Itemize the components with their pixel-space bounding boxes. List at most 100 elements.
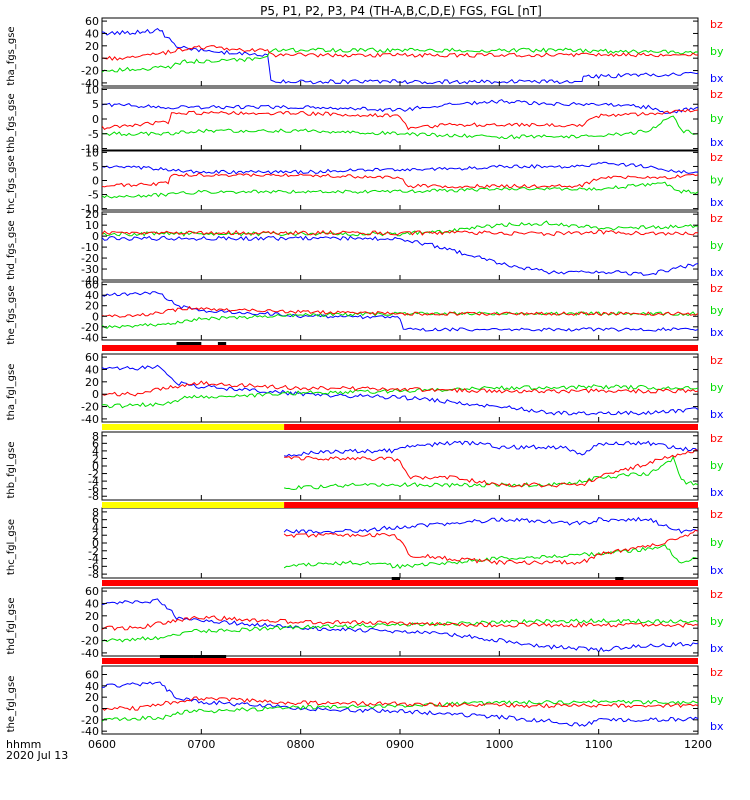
y-tick-label: 4 [92, 521, 99, 534]
y-tick-label: 6 [92, 514, 99, 527]
y-axis-label: thd_fgs_gse [6, 220, 17, 279]
legend-bz: bz [710, 354, 723, 367]
y-tick-label: 4 [92, 445, 99, 458]
y-tick-label: -20 [81, 252, 99, 265]
mode-bar-mark [391, 577, 400, 580]
legend-by: by [710, 459, 724, 472]
panel-frame [101, 87, 699, 151]
legend-bz: bz [710, 212, 723, 225]
series-bz [102, 45, 698, 61]
y-tick-label: 0 [92, 460, 99, 473]
y-tick-label: 10 [85, 83, 99, 96]
y-tick-label: 8 [92, 430, 99, 443]
legend-bx: bx [710, 486, 724, 499]
mode-bar-segment [284, 424, 698, 430]
legend-bx: bx [710, 196, 724, 209]
mode-bar-segment [102, 424, 285, 430]
y-tick-label: 0 [92, 52, 99, 65]
y-tick-label: 20 [85, 40, 99, 53]
y-tick-label: -4 [88, 475, 99, 488]
legend-by: by [710, 112, 724, 125]
legend-bx: bx [710, 642, 724, 655]
y-tick-label: -10 [81, 143, 99, 156]
footer-time-label: hhmm [6, 738, 41, 751]
panel-thb_fgs_gse: 10 5 0 -5 -10 thb_fgs_gse bz by bx [6, 83, 724, 155]
y-tick-label: -40 [81, 331, 99, 344]
y-tick-label: -40 [81, 274, 99, 287]
x-tick-label: 0600 [88, 738, 116, 751]
legend-by: by [710, 239, 724, 252]
x-tick-label: 1000 [485, 738, 513, 751]
legend-bx: bx [710, 564, 724, 577]
y-tick-label: -6 [88, 483, 99, 496]
y-tick-label: -40 [81, 647, 99, 660]
y-tick-label: -20 [81, 65, 99, 78]
legend-bx: bx [710, 326, 724, 339]
y-tick-label: 5 [92, 98, 99, 111]
panel-frame [101, 17, 699, 87]
y-tick-label: 0 [92, 113, 99, 126]
y-tick-label: 60 [85, 279, 99, 292]
panel-frame [101, 431, 699, 501]
y-tick-label: 0 [92, 622, 99, 635]
y-tick-label: 6 [92, 437, 99, 450]
legend-by: by [710, 536, 724, 549]
legend-bz: bz [710, 508, 723, 521]
y-tick-label: -40 [81, 77, 99, 90]
y-axis-label: tha_fgs_gse [6, 26, 17, 85]
panel-frame [101, 211, 699, 281]
y-tick-label: -20 [81, 321, 99, 334]
y-tick-label: -10 [81, 203, 99, 216]
y-tick-label: 0 [92, 388, 99, 401]
series-by [102, 115, 698, 140]
y-tick-label: -5 [88, 128, 99, 141]
y-tick-label: 0 [92, 230, 99, 243]
y-tick-label: 20 [85, 376, 99, 389]
mode-bar [102, 424, 698, 430]
x-tick-label: 1100 [585, 738, 613, 751]
legend-bz: bz [710, 666, 723, 679]
y-tick-label: -20 [81, 714, 99, 727]
mode-bar [102, 655, 698, 664]
y-tick-label: -10 [81, 241, 99, 254]
panel-frame [101, 281, 699, 341]
footer-date-label: 2020 Jul 13 [6, 749, 68, 762]
mode-bar-mark [615, 577, 624, 580]
series-by [283, 455, 698, 491]
y-tick-label: 40 [85, 289, 99, 302]
series-bx [102, 27, 698, 85]
y-tick-label: -8 [88, 490, 99, 503]
legend-bz: bz [710, 588, 723, 601]
series-bz [102, 229, 698, 237]
series-bx [102, 161, 698, 175]
y-tick-label: 40 [85, 363, 99, 376]
y-tick-label: 60 [85, 351, 99, 364]
panels: 6040200-20-40tha_fgs_gsebzbybx1050-5-10t… [6, 15, 724, 738]
legend-bz: bz [710, 432, 723, 445]
y-tick-label: -8 [88, 568, 99, 581]
series-bx [284, 440, 698, 457]
mode-bar-mark [193, 655, 227, 658]
y-tick-label: 0 [92, 537, 99, 550]
y-axis-label: thd_fgl_gse [6, 598, 17, 655]
y-tick-label: -20 [81, 401, 99, 414]
y-tick-label: -6 [88, 560, 99, 573]
y-tick-label: 0 [92, 175, 99, 188]
mode-bar [102, 342, 698, 351]
series-by [102, 384, 698, 409]
legend-by: by [710, 45, 724, 58]
x-tick-label: 0700 [187, 738, 215, 751]
y-axis-label: the_fgl_gse [6, 676, 17, 733]
legend-by: by [710, 174, 724, 187]
y-axis-label: the_fgs_gse [6, 285, 17, 344]
series-bz [102, 696, 698, 711]
legend-bx: bx [710, 136, 724, 149]
y-axis-label: thc_fgs_gse [6, 155, 17, 214]
